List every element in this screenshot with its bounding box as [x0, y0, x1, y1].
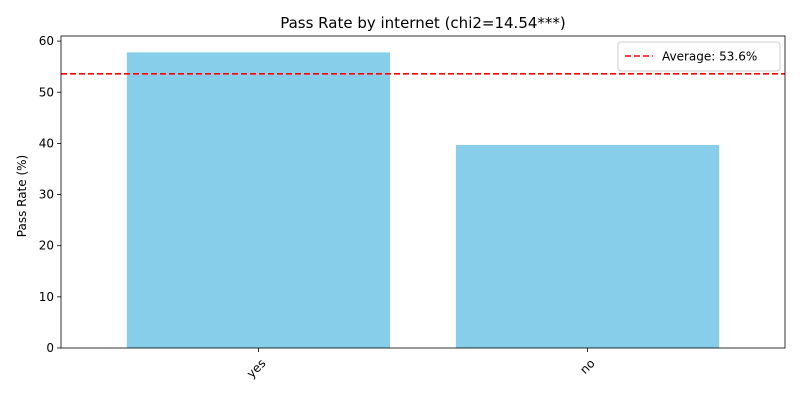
legend: Average: 53.6% — [617, 41, 781, 72]
legend-frame — [617, 41, 781, 72]
y-tick-label-60: 60 — [39, 34, 54, 48]
y-tick-label-20: 20 — [39, 239, 54, 253]
y-tick-label-30: 30 — [39, 188, 54, 202]
y-axis-label: Pass Rate (%) — [15, 155, 29, 237]
x-tick-label-no: no — [577, 356, 597, 376]
y-tick-label-0: 0 — [46, 341, 54, 355]
bar-no — [455, 144, 720, 348]
chart-title: Pass Rate by internet (chi2=14.54***) — [280, 14, 566, 32]
x-tick-label-yes: yes — [244, 356, 269, 381]
plot-area: yes no 0 10 20 30 40 50 60 — [39, 34, 786, 381]
plot-frame — [60, 35, 786, 349]
y-tick-label-50: 50 — [39, 85, 54, 99]
legend-label-average: Average: 53.6% — [662, 50, 757, 64]
y-tick-label-40: 40 — [39, 136, 54, 150]
y-tick-label-10: 10 — [39, 290, 54, 304]
bar-yes — [126, 52, 391, 348]
